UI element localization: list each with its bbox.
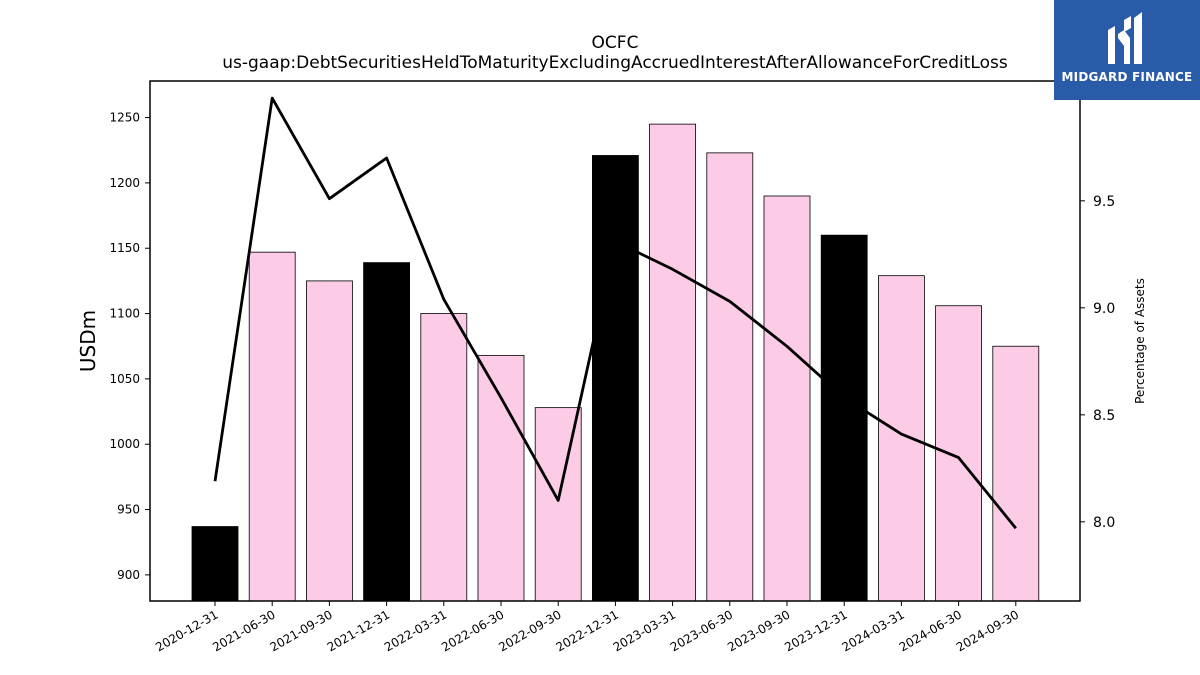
y-tick-label: 950	[117, 503, 140, 517]
right-axis: 8.0 8.5 9.0 9.5	[1080, 194, 1115, 531]
bar-2022-12-31	[592, 155, 639, 602]
y-tick-label: 900	[117, 568, 140, 582]
x-tick-label: 2024-06-30	[897, 607, 964, 654]
bar-2023-12-31	[820, 234, 868, 602]
y-tick-label: 1200	[109, 176, 140, 190]
bar-2023-09-30	[763, 195, 811, 602]
x-tick-label: 2023-06-30	[668, 607, 735, 654]
bar-2023-03-31	[649, 123, 696, 602]
bar-2023-06-30	[706, 152, 754, 602]
y2-tick-label: 8.5	[1093, 408, 1115, 424]
y-tick-label: 1100	[109, 307, 140, 321]
bar-2020-12-31	[191, 526, 239, 602]
x-tick-label: 2022-12-31	[553, 607, 620, 654]
x-tick-label: 2024-03-31	[839, 607, 906, 654]
bar-2021-09-30	[305, 280, 353, 602]
bar-2024-09-30	[992, 345, 1040, 602]
bar-2022-03-31	[420, 313, 468, 602]
y2-axis-label: Percentage of Assets	[1133, 278, 1147, 404]
y-axis-label: USDm	[76, 310, 100, 372]
line-layer	[213, 96, 1017, 530]
x-tick-label: 2022-03-31	[382, 607, 449, 654]
y2-tick-label: 8.0	[1093, 515, 1115, 531]
x-tick-label: 2024-09-30	[954, 607, 1021, 654]
bar-2022-09-30	[534, 407, 582, 602]
y2-tick-label: 9.5	[1093, 194, 1115, 210]
x-tick-label: 2020-12-31	[153, 607, 220, 654]
bar-2022-06-30	[477, 354, 525, 602]
x-tick-label: 2023-09-30	[725, 607, 792, 654]
x-tick-label: 2022-09-30	[496, 607, 563, 654]
x-tick-label: 2021-12-31	[325, 607, 392, 654]
x-tick-label: 2021-06-30	[210, 607, 277, 654]
logo-mark-icon	[1108, 12, 1142, 64]
brand-logo: MIDGARD FINANCE	[1054, 0, 1200, 100]
y-tick-label: 1150	[109, 241, 140, 255]
y-tick-label: 1250	[109, 111, 140, 125]
bar-2024-03-31	[878, 275, 925, 602]
x-tick-label: 2021-09-30	[267, 607, 334, 654]
chart-subtitle: us-gaap:DebtSecuritiesHeldToMaturityExcl…	[222, 53, 1008, 73]
logo-text: MIDGARD FINANCE	[1061, 70, 1193, 84]
bars	[191, 123, 1040, 602]
y2-tick-label: 9.0	[1093, 301, 1115, 317]
y-tick-label: 1050	[109, 372, 140, 386]
left-axis: 900 950 1000 1050 1100 1150 1200 1250	[109, 111, 150, 582]
x-tick-label: 2023-03-31	[611, 607, 678, 654]
bar-2021-06-30	[248, 251, 296, 602]
percentage-line	[213, 96, 1017, 530]
y-tick-label: 1000	[109, 437, 140, 451]
bar-2021-12-31	[363, 262, 411, 602]
x-tick-label: 2022-06-30	[439, 607, 506, 654]
bar-2024-06-30	[935, 305, 982, 602]
chart-title: OCFC	[592, 33, 639, 53]
x-tick-label: 2023-12-31	[782, 607, 849, 654]
x-axis: 2020-12-312021-06-302021-09-302021-12-31…	[153, 601, 1021, 654]
